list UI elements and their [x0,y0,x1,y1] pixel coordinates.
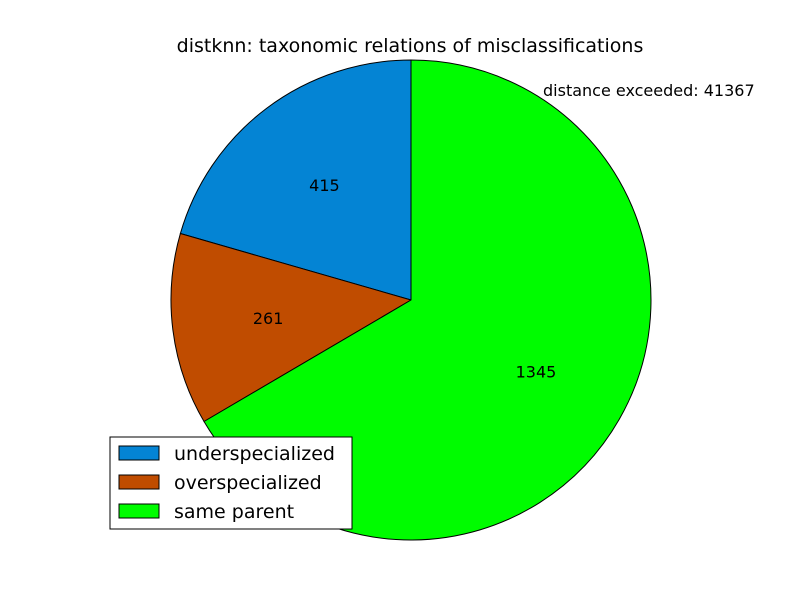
slice-value-label: 1345 [516,363,557,382]
legend: underspecialized overspecialized same pare… [109,436,353,530]
distance-exceeded-annotation: distance exceeded: 41367 [543,81,755,100]
legend-swatch [118,503,160,519]
legend-entry-label: same parent [174,501,294,523]
pie-slice-underspecialized [179,59,412,301]
legend-swatch [118,445,160,461]
slice-value-label: 261 [253,309,284,328]
pie-slices [170,59,652,541]
legend-entry-label: overspecialized [174,472,322,494]
slice-value-label: 415 [309,176,340,195]
legend-entry-label: underspecialized [174,443,335,465]
pie-slice-labels: 415 261 1345 [253,176,556,382]
chart-title: distknn: taxonomic relations of misclass… [177,35,644,57]
legend-swatch [118,474,160,490]
pie-slice-overspecialized [170,232,413,423]
